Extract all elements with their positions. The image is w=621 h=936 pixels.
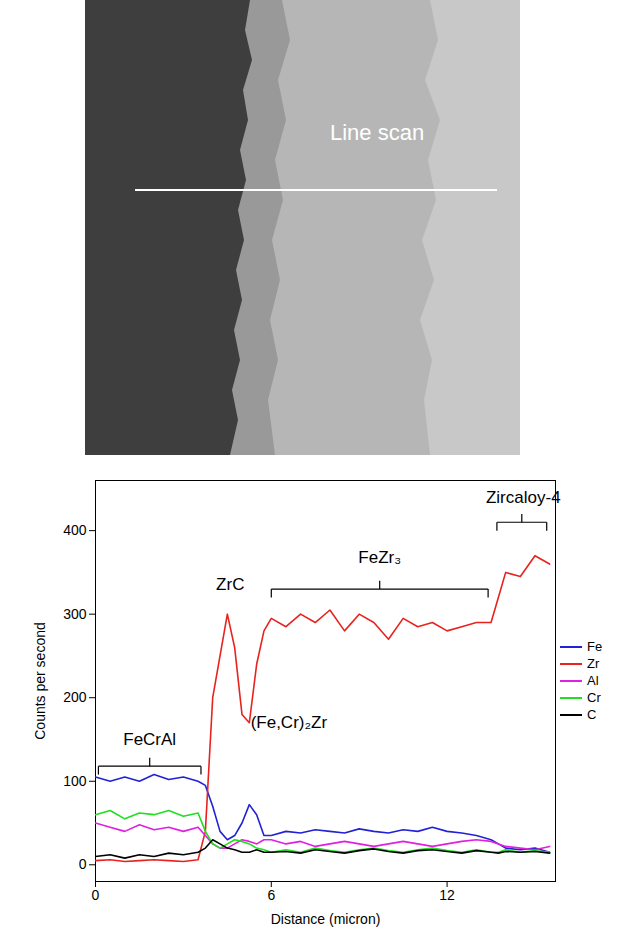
svg-text:FeCrAl: FeCrAl bbox=[123, 730, 176, 749]
svg-text:0: 0 bbox=[92, 887, 100, 903]
svg-text:ZrC: ZrC bbox=[216, 575, 244, 594]
svg-text:100: 100 bbox=[63, 773, 87, 789]
svg-text:FeZr₃: FeZr₃ bbox=[358, 548, 401, 567]
svg-text:(Fe,Cr)₂Zr: (Fe,Cr)₂Zr bbox=[251, 713, 328, 732]
svg-text:Line scan: Line scan bbox=[330, 120, 424, 145]
svg-text:12: 12 bbox=[439, 887, 455, 903]
html-text:Cr: Cr bbox=[587, 690, 601, 705]
html-text:Zr: Zr bbox=[587, 656, 600, 671]
html-text:Al: Al bbox=[587, 673, 599, 688]
svg-text:6: 6 bbox=[267, 887, 275, 903]
svg-text:0: 0 bbox=[79, 856, 87, 872]
svg-text:Zircaloy-4: Zircaloy-4 bbox=[486, 488, 561, 507]
svg-text:300: 300 bbox=[63, 606, 87, 622]
html-text:C: C bbox=[587, 707, 597, 722]
svg-text:Distance (micron): Distance (micron) bbox=[271, 911, 381, 927]
svg-text:400: 400 bbox=[63, 522, 87, 538]
html-text:Fe: Fe bbox=[587, 639, 603, 654]
svg-text:Counts per second: Counts per second bbox=[32, 622, 48, 740]
svg-text:200: 200 bbox=[63, 689, 87, 705]
